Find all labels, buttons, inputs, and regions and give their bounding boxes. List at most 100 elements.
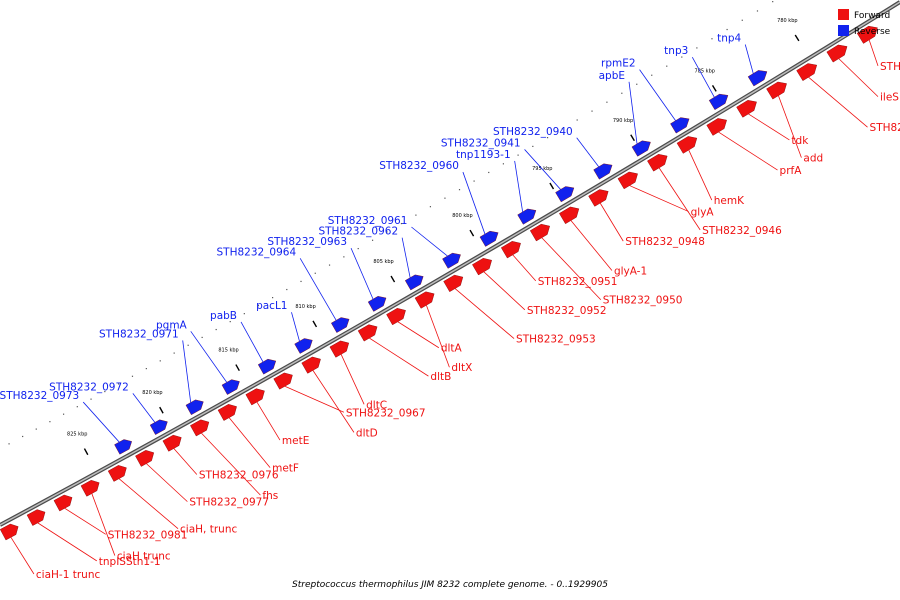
forward-gene-arrow[interactable] xyxy=(500,241,521,259)
forward-gene-arrow[interactable] xyxy=(53,494,73,512)
forward-gene-arrow[interactable] xyxy=(107,465,127,482)
forward-gene-arrow[interactable] xyxy=(443,274,464,293)
gene-label-forward[interactable]: STH8232_0952 xyxy=(527,305,607,317)
gene-label-reverse[interactable]: STH8232_0963 xyxy=(267,236,347,248)
gene-label-reverse[interactable]: pabB xyxy=(210,310,237,322)
gene-label-reverse[interactable]: tnp1193-1 xyxy=(456,149,511,161)
gene-label-reverse[interactable]: tnp4 xyxy=(717,33,741,45)
reverse-gene-arrow[interactable] xyxy=(517,208,537,225)
forward-gene-arrow[interactable] xyxy=(676,136,698,154)
gene-label-forward[interactable]: STH8232_0951 xyxy=(538,276,618,288)
gene-label-reverse[interactable]: STH8232_0971 xyxy=(99,328,179,340)
forward-gene-arrow[interactable] xyxy=(559,206,580,225)
gene-label-forward[interactable]: ciaH-1 trunc xyxy=(36,569,101,581)
gene-label-forward[interactable]: STH8232_0977 xyxy=(189,497,269,509)
forward-gene-arrow[interactable] xyxy=(357,324,378,342)
reverse-gene-arrow[interactable] xyxy=(479,230,499,247)
forward-gene-arrow[interactable] xyxy=(190,419,210,437)
gene-label-forward[interactable]: dltD xyxy=(356,427,378,439)
gene-label-forward[interactable]: tnpISSth1-1 xyxy=(99,556,161,568)
forward-gene-arrow[interactable] xyxy=(26,509,46,526)
reverse-gene-arrow[interactable] xyxy=(708,93,729,111)
gene-label-reverse[interactable]: STH8232_0964 xyxy=(216,246,296,258)
gene-label-reverse[interactable]: pgmA xyxy=(156,319,188,331)
forward-gene-arrow[interactable] xyxy=(796,63,818,81)
forward-gene-arrow[interactable] xyxy=(245,388,265,406)
reverse-gene-arrow[interactable] xyxy=(331,317,350,333)
forward-gene-arrow[interactable] xyxy=(329,340,350,358)
gene-label-reverse[interactable]: STH8232_0961 xyxy=(328,215,408,227)
forward-gene-arrow[interactable] xyxy=(301,356,321,374)
gene-label-forward[interactable]: metF xyxy=(272,463,299,475)
forward-gene-arrow[interactable] xyxy=(766,81,787,100)
gene-label-forward[interactable]: dltB xyxy=(430,371,451,383)
forward-gene-arrow[interactable] xyxy=(414,291,435,309)
reverse-gene-arrow[interactable] xyxy=(294,338,313,354)
gene-label-forward[interactable]: STH8232_0950 xyxy=(603,295,683,307)
forward-gene-arrow[interactable] xyxy=(588,189,609,207)
gene-label-forward[interactable]: STH8232_0946 xyxy=(702,225,782,237)
forward-gene-arrow[interactable] xyxy=(80,480,100,497)
gene-label-forward[interactable]: STH8232_0937 xyxy=(870,122,900,134)
gene-label-forward[interactable]: dltX xyxy=(451,362,472,374)
gene-label-forward[interactable]: add xyxy=(803,153,823,165)
forward-gene-arrow[interactable] xyxy=(273,372,293,390)
forward-gene-arrow[interactable] xyxy=(386,308,406,326)
gene-label-reverse[interactable]: rpmE2 xyxy=(601,58,636,70)
gene-label-reverse[interactable]: STH8232_0960 xyxy=(379,160,459,172)
forward-gene-arrow[interactable] xyxy=(135,450,155,467)
reverse-gene-arrow[interactable] xyxy=(555,186,575,203)
gene-label-forward[interactable]: STH8232_0933 xyxy=(880,61,900,73)
gene-label-forward[interactable]: glyA xyxy=(691,207,715,219)
gene-label-forward[interactable]: STH8232_0981 xyxy=(108,529,188,541)
gene-label-forward[interactable]: metE xyxy=(282,435,309,447)
forward-gene-arrow[interactable] xyxy=(647,154,668,172)
gene-label-reverse[interactable]: STH8232_0940 xyxy=(493,126,573,138)
gene-label-forward[interactable]: glyA-1 xyxy=(614,266,647,278)
reverse-gene-arrow[interactable] xyxy=(149,419,168,435)
gene-label-forward[interactable]: hemK xyxy=(714,195,745,207)
callout-line xyxy=(411,226,448,257)
forward-gene-arrow[interactable] xyxy=(0,523,19,541)
reverse-gene-arrow[interactable] xyxy=(442,252,461,269)
forward-gene-arrow[interactable] xyxy=(736,100,757,118)
gene-label-forward[interactable]: tdk xyxy=(791,135,809,147)
gene-label-reverse[interactable]: STH8232_0973 xyxy=(0,390,79,402)
forward-gene-arrow[interactable] xyxy=(706,118,727,136)
forward-gene-arrow[interactable] xyxy=(856,25,878,44)
reverse-gene-arrow[interactable] xyxy=(593,163,613,180)
gene-label-reverse[interactable]: STH8232_0941 xyxy=(441,137,521,149)
reverse-gene-arrow[interactable] xyxy=(670,117,690,134)
gene-label-reverse[interactable]: apbE xyxy=(599,70,625,82)
reverse-gene-arrow[interactable] xyxy=(747,70,768,87)
forward-gene-arrow[interactable] xyxy=(529,223,550,242)
gene-label-reverse[interactable]: STH8232_0962 xyxy=(318,226,398,238)
forward-gene-arrow[interactable] xyxy=(217,404,237,421)
gene-label-reverse[interactable]: tnp3 xyxy=(664,45,688,57)
gene-label-forward[interactable]: STH8232_0948 xyxy=(625,236,705,248)
reverse-gene-arrow[interactable] xyxy=(367,296,387,312)
gene-label-forward[interactable]: ileS xyxy=(880,92,899,104)
gene-label-forward[interactable]: prfA xyxy=(780,165,803,177)
gene-label-forward[interactable]: STH8232_0967 xyxy=(346,407,426,419)
gene-label-reverse[interactable]: STH8232_0972 xyxy=(49,381,129,393)
reverse-gene-arrow[interactable] xyxy=(221,379,240,395)
gene-label-forward[interactable]: STH8232_0953 xyxy=(516,334,596,346)
forward-gene-arrow[interactable] xyxy=(826,44,848,63)
gene-label-reverse[interactable]: pacL1 xyxy=(256,300,287,312)
reverse-gene-arrow[interactable] xyxy=(404,274,424,291)
reverse-gene-arrow[interactable] xyxy=(185,399,204,416)
tick-label: 800 kbp xyxy=(452,213,472,219)
gene-label-forward[interactable]: fhs xyxy=(262,490,278,502)
reverse-gene-arrow[interactable] xyxy=(257,358,277,375)
reverse-gene-arrow[interactable] xyxy=(114,439,132,455)
gene-label-forward[interactable]: STH8232_0976 xyxy=(199,469,279,481)
gene-label-forward[interactable]: dltC xyxy=(366,399,387,411)
forward-gene-arrow[interactable] xyxy=(162,434,182,452)
forward-gene-arrow[interactable] xyxy=(472,258,492,276)
reverse-gene-arrow[interactable] xyxy=(631,140,651,157)
gene-label-forward[interactable]: dltA xyxy=(441,343,463,355)
forward-gene-arrow[interactable] xyxy=(617,171,638,190)
gene-label-forward[interactable]: ciaH trunc xyxy=(117,551,171,563)
gene-label-forward[interactable]: ciaH, trunc xyxy=(180,524,237,536)
